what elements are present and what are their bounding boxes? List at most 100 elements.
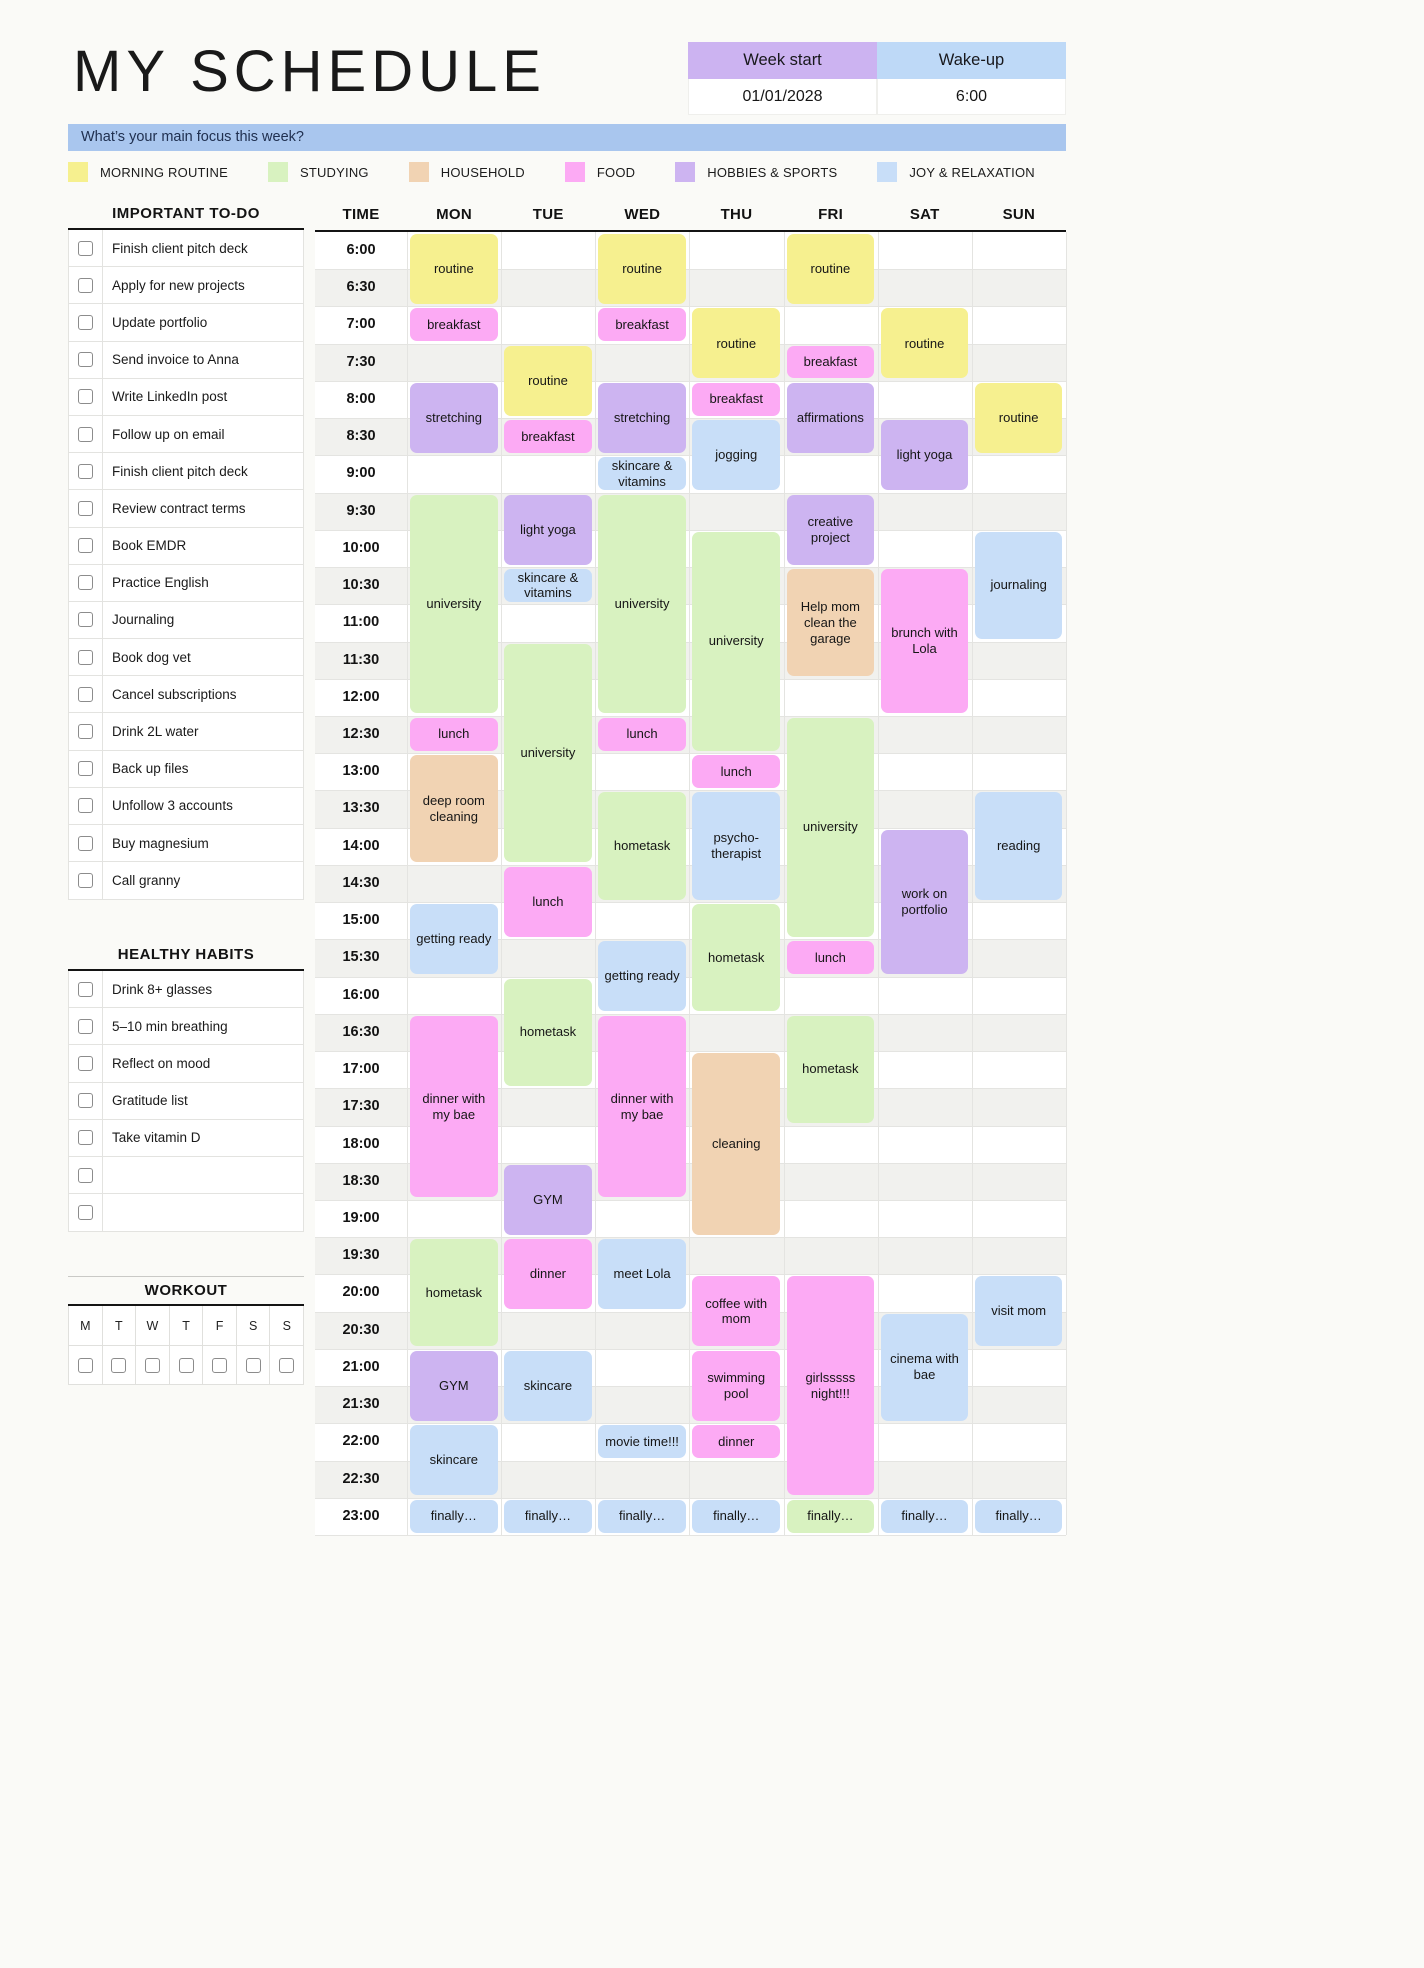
event-fri-routine[interactable]: routine (786, 234, 875, 304)
event-sun-finally[interactable]: finally… (974, 1499, 1063, 1533)
event-thu-hometask[interactable]: hometask (692, 904, 781, 1012)
todo-checkbox[interactable] (78, 352, 93, 368)
event-sun-reading[interactable]: reading (974, 792, 1063, 900)
event-wed-university[interactable]: university (598, 494, 686, 714)
habit-checkbox[interactable] (78, 1205, 93, 1221)
event-fri-creative-project[interactable]: creative project (786, 494, 875, 565)
todo-checkbox[interactable] (78, 314, 93, 330)
event-wed-finally[interactable]: finally… (598, 1499, 686, 1533)
event-mon-hometask[interactable]: hometask (410, 1239, 498, 1347)
event-wed-meet-lola[interactable]: meet Lola (598, 1239, 686, 1310)
todo-checkbox[interactable] (78, 835, 93, 851)
todo-checkbox[interactable] (78, 686, 93, 702)
event-wed-lunch[interactable]: lunch (598, 717, 686, 751)
todo-checkbox[interactable] (78, 575, 93, 591)
event-tue-skincare[interactable]: skincare (504, 1350, 592, 1421)
event-sat-brunch-with-lola[interactable]: brunch with Lola (880, 569, 969, 714)
event-mon-dinner-with-my-bae[interactable]: dinner with my bae (410, 1015, 498, 1198)
workout-checkbox[interactable] (245, 1357, 261, 1373)
workout-checkbox[interactable] (77, 1357, 93, 1373)
habit-checkbox[interactable] (78, 1167, 93, 1183)
event-tue-dinner[interactable]: dinner (504, 1239, 592, 1310)
event-wed-dinner-with-my-bae[interactable]: dinner with my bae (598, 1015, 686, 1198)
event-wed-hometask[interactable]: hometask (598, 792, 686, 900)
event-tue-university[interactable]: university (504, 643, 592, 863)
event-thu-finally[interactable]: finally… (692, 1499, 781, 1533)
todo-checkbox[interactable] (78, 500, 93, 516)
event-thu-university[interactable]: university (692, 531, 781, 751)
week-start-value[interactable]: 01/01/2028 (688, 79, 877, 115)
event-wed-stretching[interactable]: stretching (598, 382, 686, 453)
event-sat-routine[interactable]: routine (880, 308, 969, 379)
event-mon-routine[interactable]: routine (410, 234, 498, 304)
todo-checkbox[interactable] (78, 798, 93, 814)
event-fri-finally[interactable]: finally… (786, 1499, 875, 1533)
event-tue-breakfast[interactable]: breakfast (504, 420, 592, 453)
todo-checkbox[interactable] (78, 538, 93, 554)
event-wed-routine[interactable]: routine (598, 234, 686, 304)
wakeup-value[interactable]: 6:00 (877, 79, 1066, 115)
habit-checkbox[interactable] (78, 1093, 93, 1109)
workout-checkbox[interactable] (279, 1357, 295, 1373)
todo-checkbox[interactable] (78, 240, 93, 256)
todo-checkbox[interactable] (78, 463, 93, 479)
event-thu-coffee-with-mom[interactable]: coffee with mom (692, 1276, 781, 1347)
event-thu-jogging[interactable]: jogging (692, 420, 781, 491)
event-wed-movie-time[interactable]: movie time!!! (598, 1425, 686, 1459)
event-tue-routine[interactable]: routine (504, 345, 592, 416)
todo-checkbox[interactable] (78, 426, 93, 442)
event-mon-skincare[interactable]: skincare (410, 1425, 498, 1496)
event-sat-finally[interactable]: finally… (880, 1499, 969, 1533)
event-thu-cleaning[interactable]: cleaning (692, 1053, 781, 1235)
event-tue-finally[interactable]: finally… (504, 1499, 592, 1533)
workout-checkbox[interactable] (212, 1357, 228, 1373)
event-thu-psycho-therapist[interactable]: psycho-therapist (692, 792, 781, 900)
event-mon-breakfast[interactable]: breakfast (410, 308, 498, 342)
event-sun-routine[interactable]: routine (974, 382, 1063, 453)
event-thu-routine[interactable]: routine (692, 308, 781, 379)
event-mon-finally[interactable]: finally… (410, 1499, 498, 1533)
event-mon-getting-ready[interactable]: getting ready (410, 904, 498, 975)
event-fri-girlsssss-night[interactable]: girlsssss night!!! (786, 1276, 875, 1496)
event-thu-lunch[interactable]: lunch (692, 755, 781, 788)
event-wed-skincare-vitamins[interactable]: skincare & vitamins (598, 457, 686, 491)
todo-checkbox[interactable] (78, 277, 93, 293)
todo-checkbox[interactable] (78, 873, 93, 889)
event-thu-breakfast[interactable]: breakfast (692, 382, 781, 416)
todo-checkbox[interactable] (78, 389, 93, 405)
todo-checkbox[interactable] (78, 761, 93, 777)
workout-checkbox[interactable] (178, 1357, 194, 1373)
event-tue-skincare-vitamins[interactable]: skincare & vitamins (504, 569, 592, 602)
event-tue-lunch[interactable]: lunch (504, 866, 592, 937)
event-sun-visit-mom[interactable]: visit mom (974, 1276, 1063, 1347)
event-mon-gym[interactable]: GYM (410, 1350, 498, 1421)
habit-checkbox[interactable] (78, 1130, 93, 1146)
event-fri-breakfast[interactable]: breakfast (786, 345, 875, 379)
event-mon-stretching[interactable]: stretching (410, 382, 498, 453)
event-mon-university[interactable]: university (410, 494, 498, 714)
event-tue-light-yoga[interactable]: light yoga (504, 494, 592, 565)
event-sat-work-on-portfolio[interactable]: work on portfolio (880, 829, 969, 975)
event-sat-light-yoga[interactable]: light yoga (880, 420, 969, 491)
event-fri-lunch[interactable]: lunch (786, 941, 875, 975)
event-wed-getting-ready[interactable]: getting ready (598, 941, 686, 1012)
event-tue-hometask[interactable]: hometask (504, 978, 592, 1086)
event-fri-help-mom-clean-the-garage[interactable]: Help mom clean the garage (786, 569, 875, 677)
event-sat-cinema-with-bae[interactable]: cinema with bae (880, 1313, 969, 1421)
event-fri-university[interactable]: university (786, 717, 875, 937)
event-mon-lunch[interactable]: lunch (410, 717, 498, 751)
event-fri-affirmations[interactable]: affirmations (786, 382, 875, 453)
event-fri-hometask[interactable]: hometask (786, 1015, 875, 1124)
workout-checkbox[interactable] (144, 1357, 160, 1373)
todo-checkbox[interactable] (78, 649, 93, 665)
event-sun-journaling[interactable]: journaling (974, 531, 1063, 640)
event-mon-deep-room-cleaning[interactable]: deep room cleaning (410, 755, 498, 863)
event-tue-gym[interactable]: GYM (504, 1164, 592, 1235)
todo-checkbox[interactable] (78, 724, 93, 740)
todo-checkbox[interactable] (78, 612, 93, 628)
event-thu-swimming-pool[interactable]: swimming pool (692, 1350, 781, 1421)
habit-checkbox[interactable] (78, 1018, 93, 1034)
habit-checkbox[interactable] (78, 1055, 93, 1071)
event-wed-breakfast[interactable]: breakfast (598, 308, 686, 342)
habit-checkbox[interactable] (78, 981, 93, 997)
